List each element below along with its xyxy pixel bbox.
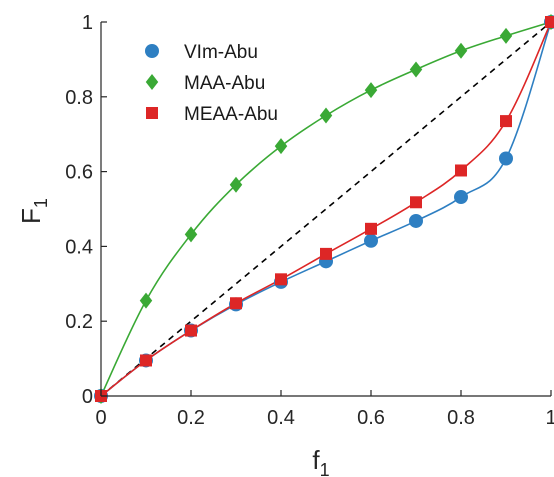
data-point-MAA-Abu [364,82,378,99]
x-tick-label: 0.6 [357,407,385,429]
plot-area [94,14,554,404]
data-point-MEAA-Abu [500,115,512,128]
data-point-VIm-Abu [454,190,468,205]
data-point-MAA-Abu [499,27,513,44]
data-point-MAA-Abu [184,226,198,243]
axes: 0 0.2 0.4 0.6 0.8 1 0 0.2 0.4 0.6 0.8 1 [65,12,554,429]
x-axis-title: f1 [312,445,329,477]
data-point-VIm-Abu [409,213,423,228]
data-point-VIm-Abu [499,151,513,166]
data-point-MEAA-Abu [140,354,152,367]
data-point-MAA-Abu [319,107,333,124]
data-point-MAA-Abu [454,42,468,59]
legend-label-VIm-Abu: VIm-Abu [184,42,258,63]
data-point-MAA-Abu [229,176,243,193]
data-point-MEAA-Abu [365,222,377,235]
y-tick-label: 1 [82,12,93,34]
legend-marker-MEAA-Abu [146,107,158,119]
y-tick-label: 0.4 [65,236,93,258]
legend-label-MEAA-Abu: MEAA-Abu [184,104,278,125]
x-tick-label: 0.8 [447,407,475,429]
y-tick-label: 0 [82,386,93,408]
y-tick-label: 0.6 [65,162,93,184]
y-tick-label: 0.8 [65,87,93,109]
data-point-MEAA-Abu [545,16,554,28]
data-point-VIm-Abu [364,233,378,248]
legend-marker-MAA-Abu [145,74,159,90]
data-point-MEAA-Abu [410,196,422,209]
data-point-MAA-Abu [274,138,288,155]
x-tick-label: 0 [95,407,106,429]
legend: VIm-Abu MAA-Abu MEAA-Abu [145,42,278,125]
y-axis-title: F1 [16,198,51,224]
data-point-MEAA-Abu [455,164,467,177]
series-line-MAA-Abu [100,21,552,397]
x-tick-label: 0.2 [177,407,205,429]
x-tick-label: 0.4 [267,407,295,429]
data-point-MEAA-Abu [275,273,287,286]
y-tick-label: 0.2 [65,311,93,333]
data-point-MEAA-Abu [185,324,197,337]
x-tick-label: 1 [545,407,554,429]
legend-marker-VIm-Abu [145,44,159,58]
data-point-MEAA-Abu [320,247,332,260]
reference-line [100,21,552,397]
legend-label-MAA-Abu: MAA-Abu [184,73,265,94]
data-point-MAA-Abu [139,292,153,309]
data-point-MEAA-Abu [230,297,242,310]
data-point-MAA-Abu [409,61,423,78]
